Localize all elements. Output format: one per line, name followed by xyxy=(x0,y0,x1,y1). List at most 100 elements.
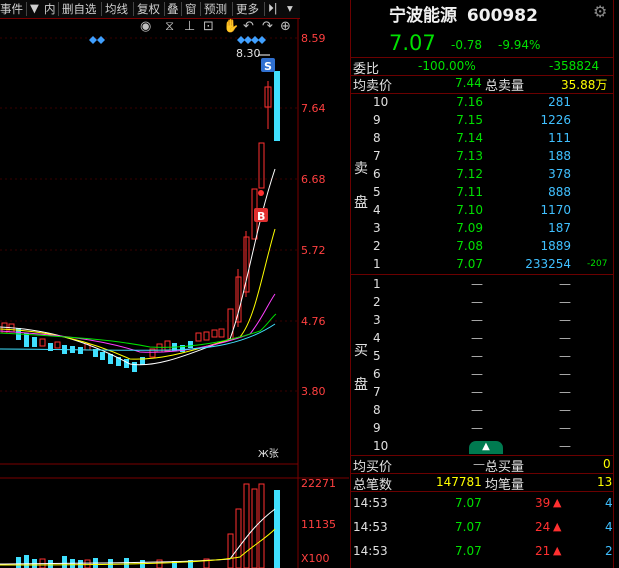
up-arrow-icon: ▲ xyxy=(553,496,562,509)
level-price: — xyxy=(471,421,483,435)
divider xyxy=(351,75,613,76)
toolbar-forecast[interactable]: 预测 xyxy=(204,2,227,16)
toolbar-remove-watchlist[interactable]: 删自选 xyxy=(62,2,97,16)
level-price: — xyxy=(471,403,483,417)
buy-level-row[interactable]: 1 — — xyxy=(351,277,613,295)
tick-row: 14:53 7.07 21 ▲ 2 xyxy=(351,544,619,562)
sell-level-row[interactable]: 4 7.10 1170 xyxy=(351,203,613,221)
undo-icon[interactable]: ↶ xyxy=(243,19,254,34)
level-price: 7.12 xyxy=(456,167,483,181)
toolbar-divider xyxy=(26,2,27,16)
level-price: — xyxy=(471,367,483,381)
buy-level-row[interactable]: 5 — — xyxy=(351,349,613,367)
toolbar-events[interactable]: 事件 xyxy=(0,2,23,16)
avg-sell-value: 7.44 xyxy=(455,76,482,90)
tick-price: 7.07 xyxy=(455,496,482,510)
level-number: 2 xyxy=(373,239,381,253)
hourglass-icon[interactable]: ⧖ xyxy=(165,19,175,34)
level-volume: 1226 xyxy=(540,113,571,127)
buy-level-row[interactable]: 9 — — xyxy=(351,421,613,439)
pin-icon[interactable]: ⊥ xyxy=(184,19,196,34)
toolbar-window[interactable]: 窗 xyxy=(185,2,197,16)
level-price: 7.13 xyxy=(456,149,483,163)
level-price: 7.09 xyxy=(456,221,483,235)
toolbar-divider xyxy=(232,2,233,16)
price-grid xyxy=(0,37,298,392)
toolbar-dropdown-icon[interactable]: ▼ xyxy=(30,1,39,15)
up-arrow-icon: ▲ xyxy=(553,520,562,533)
sell-level-row[interactable]: 2 7.08 1889 xyxy=(351,239,613,257)
level-volume: — xyxy=(559,367,571,381)
add-icon[interactable]: ⊕ xyxy=(280,19,291,34)
level-number: 8 xyxy=(373,131,381,145)
toolbar-divider xyxy=(264,2,265,16)
tick-price: 7.07 xyxy=(455,520,482,534)
price-axis-label: 4.76 xyxy=(301,315,326,328)
current-price: 7.07 xyxy=(389,31,436,55)
kline-chart[interactable]: 8.30 S B xyxy=(0,19,349,568)
level-price: 7.07 xyxy=(456,257,483,271)
toolbar-menu-icon[interactable]: ▾ xyxy=(287,1,293,15)
level-volume: 378 xyxy=(548,167,571,181)
sell-level-row[interactable]: 6 7.12 378 xyxy=(351,167,613,185)
toolbar-collapse-icon[interactable]: ⏵| xyxy=(268,1,278,15)
expand-up-icon[interactable]: ▲ xyxy=(469,441,503,454)
sell-level-row[interactable]: 8 7.14 111 xyxy=(351,131,613,149)
lock-icon[interactable]: ⊡ xyxy=(203,19,214,34)
sell-level-row[interactable]: 1 7.07 233254 -207 xyxy=(351,257,613,275)
avg-trade-label: 均笔量 xyxy=(485,478,525,493)
sell-level-row[interactable]: 9 7.15 1226 xyxy=(351,113,613,131)
redo-icon[interactable]: ↷ xyxy=(262,19,273,34)
tick-time: 14:53 xyxy=(353,520,388,534)
toolbar-divider xyxy=(200,2,201,16)
toolbar-overlay[interactable]: 叠 xyxy=(167,2,179,16)
sell-level-row[interactable]: 7 7.13 188 xyxy=(351,149,613,167)
sell-level-row[interactable]: 10 7.16 281 xyxy=(351,95,613,113)
level-volume: — xyxy=(559,403,571,417)
buy-level-row[interactable]: 6 — — xyxy=(351,367,613,385)
hand-icon[interactable]: ✋ xyxy=(223,19,240,34)
committee-ratio-label: 委比 xyxy=(353,62,380,77)
price-axis-label: 8.59 xyxy=(301,32,326,45)
buy-level-row[interactable]: 8 — — xyxy=(351,403,613,421)
toolbar-adjust-rights[interactable]: 复权 xyxy=(137,2,160,16)
sell-level-row[interactable]: 5 7.11 888 xyxy=(351,185,613,203)
level-volume: — xyxy=(559,331,571,345)
total-sell-value: 35.88万 xyxy=(561,78,608,92)
tick-volume: 39 xyxy=(535,496,551,510)
stock-name: 宁波能源 xyxy=(389,6,457,26)
toolbar-moving-average[interactable]: 均线 xyxy=(105,2,128,16)
level-price: — xyxy=(471,349,483,363)
total-trades-value: 147781 xyxy=(436,475,482,489)
level-volume: — xyxy=(559,277,571,291)
level-number: 8 xyxy=(373,403,381,417)
volume-axis-unit: X100 xyxy=(301,552,330,565)
level-number: 7 xyxy=(373,385,381,399)
price-axis-label: 7.64 xyxy=(301,102,326,115)
tick-row: 14:53 7.07 39 ▲ 4 xyxy=(351,496,619,514)
sell-level-row[interactable]: 3 7.09 187 xyxy=(351,221,613,239)
panel-border xyxy=(613,0,614,568)
buy-level-row[interactable]: 3 — — xyxy=(351,313,613,331)
level-volume: 1170 xyxy=(540,203,571,217)
settings-icon[interactable]: ⚙ xyxy=(593,2,608,21)
toolbar-more[interactable]: 更多 xyxy=(236,2,259,16)
level-volume: — xyxy=(559,295,571,309)
buy-level-row[interactable]: 7 — — xyxy=(351,385,613,403)
eye-icon[interactable]: ◉ xyxy=(140,19,152,34)
buy-sell-markers[interactable]: S B xyxy=(254,58,275,223)
price-change: -0.78 xyxy=(451,38,483,52)
level-number: 10 xyxy=(373,95,389,109)
level-volume: 1889 xyxy=(540,239,571,253)
order-book-panel: 宁波能源 600982 ⚙ 7.07 -0.78 -9.94% 委比 -100.… xyxy=(350,0,619,568)
level-volume: 187 xyxy=(548,221,571,235)
level-number: 10 xyxy=(373,439,389,453)
level-price: 7.16 xyxy=(456,95,483,109)
buy-level-row[interactable]: 2 — — xyxy=(351,295,613,313)
toolbar-inner[interactable]: 内 xyxy=(44,2,56,16)
event-markers[interactable] xyxy=(89,36,266,44)
buy-level-row[interactable]: 4 — — xyxy=(351,331,613,349)
toolbar-divider xyxy=(133,2,134,16)
avg-buy-label: 均买价 xyxy=(353,460,393,475)
price-change-pct: -9.94% xyxy=(498,38,541,52)
